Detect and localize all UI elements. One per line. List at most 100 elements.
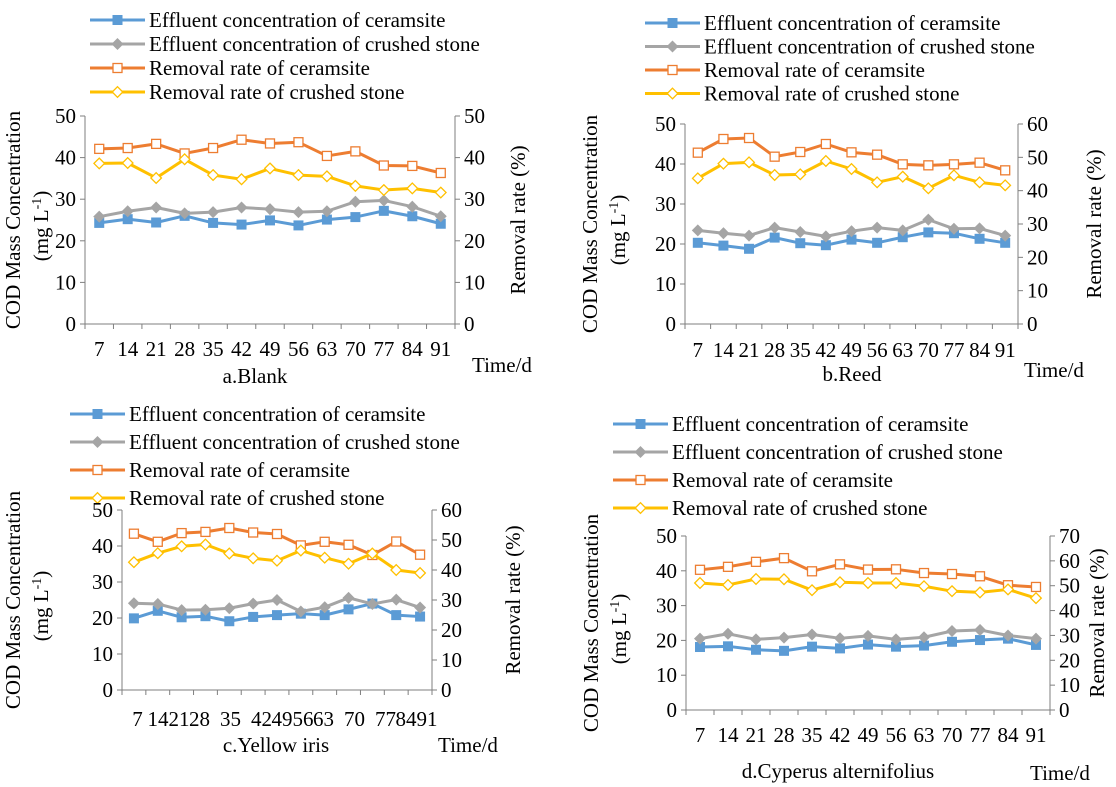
data-point (378, 160, 389, 171)
data-point (691, 224, 704, 237)
y2-tick-label: 0 (441, 678, 452, 702)
panel-caption: d.Cyperus alternifolius (742, 759, 934, 783)
data-point (292, 168, 305, 182)
data-point (318, 551, 331, 564)
data-point (749, 633, 763, 646)
x-tick-label: 28 (174, 337, 195, 361)
y-tick-label: 40 (92, 534, 113, 558)
data-point (948, 159, 960, 170)
legend-entry: Effluent concentration of crushed stone (129, 430, 460, 454)
data-point (150, 201, 163, 214)
y2-axis-title: Removal rate (%) (1085, 548, 1109, 697)
x-tick-label: 56 (288, 337, 309, 361)
data-point (945, 584, 959, 598)
data-point (390, 593, 403, 606)
data-point (223, 602, 236, 615)
unit-text: (mg L (29, 209, 53, 261)
data-point (692, 237, 703, 248)
data-point (693, 576, 707, 590)
chart-panel-b: Effluent concentration of ceramsiteEfflu… (578, 11, 1106, 386)
data-point (974, 157, 985, 168)
data-point (998, 179, 1012, 192)
y2-tick-label: 20 (1059, 648, 1080, 672)
data-point (896, 224, 909, 237)
data-point (717, 227, 730, 240)
x-tick-label: 77 (373, 337, 394, 361)
data-point (922, 182, 935, 195)
data-point (1001, 629, 1015, 642)
y-tick-label: 10 (92, 642, 113, 666)
data-point (93, 210, 106, 223)
data-point (973, 586, 987, 599)
data-point (975, 635, 985, 646)
y-axis-title: COD Mass Concentration (579, 513, 603, 732)
y2-tick-label: 50 (464, 104, 485, 128)
data-point (890, 564, 902, 575)
data-point (248, 611, 259, 622)
data-point (235, 201, 248, 214)
data-point (742, 156, 756, 169)
data-point (871, 149, 883, 160)
legend-entry: Removal rate of crushed stone (149, 80, 404, 104)
data-point (349, 195, 362, 208)
data-point (973, 222, 986, 235)
x-tick-label: 84 (998, 723, 1020, 747)
data-point (862, 564, 874, 575)
y-tick-label: 50 (92, 498, 113, 522)
data-point (350, 146, 361, 157)
legend-marker (666, 87, 679, 100)
data-point (414, 601, 427, 614)
legend-marker (92, 409, 103, 419)
y-tick-label: 0 (666, 312, 677, 336)
x-tick-label: 14 (713, 338, 735, 362)
y-axis-unit: (mg L-1) (29, 191, 53, 262)
x-tick-label: 70 (942, 723, 963, 747)
data-point (414, 549, 426, 560)
legend-entry: Effluent concentration of crushed stone (704, 35, 1035, 59)
data-point (199, 603, 212, 616)
data-point (751, 644, 761, 655)
y2-tick-label: 40 (1027, 179, 1048, 203)
data-point (768, 168, 781, 182)
y2-tick-label: 50 (441, 528, 462, 552)
legend-marker (92, 464, 103, 476)
data-point (945, 624, 959, 638)
legend-marker (635, 419, 646, 429)
x-tick-label: 21 (746, 723, 767, 747)
legend-marker (666, 40, 679, 53)
data-point (406, 182, 419, 195)
data-point (974, 571, 986, 582)
x-tick-label: 7 (695, 723, 706, 747)
y2-tick-label: 20 (1027, 245, 1048, 269)
y2-tick-label: 10 (1027, 279, 1048, 303)
data-point (805, 628, 819, 641)
x-tick-label: 49 (841, 338, 862, 362)
x-tick-label: 49 (858, 723, 879, 747)
data-point (923, 160, 934, 171)
x-tick-label: 91 (430, 337, 451, 361)
unit-superscript: -1 (30, 198, 45, 210)
data-point (127, 597, 140, 610)
unit-superscript: -1 (30, 578, 45, 590)
data-point (271, 528, 283, 540)
data-point (722, 561, 734, 572)
x-tick-label: 63 (892, 338, 913, 362)
y2-tick-label: 40 (1059, 599, 1080, 623)
x-tick-label: 14 (117, 337, 139, 361)
data-point (199, 538, 212, 551)
data-point (999, 229, 1012, 242)
y2-axis-title: Removal rate (%) (501, 525, 525, 674)
x-tick-label: 42 (830, 723, 851, 747)
x-tick-label: 7 (94, 337, 105, 361)
data-point (152, 536, 163, 547)
legend-entry: Removal rate of ceramsite (149, 56, 370, 80)
y-axis-unit: (mg L-1) (606, 195, 630, 266)
panel-caption: c.Yellow iris (223, 733, 329, 757)
data-point (377, 194, 390, 207)
y-tick-label: 20 (92, 606, 113, 630)
y-tick-label: 50 (55, 104, 76, 128)
data-point (768, 221, 781, 234)
y-axis-unit: (mg L-1) (29, 571, 53, 642)
data-point (293, 137, 304, 148)
x-tick-label: 4956 (272, 707, 314, 731)
